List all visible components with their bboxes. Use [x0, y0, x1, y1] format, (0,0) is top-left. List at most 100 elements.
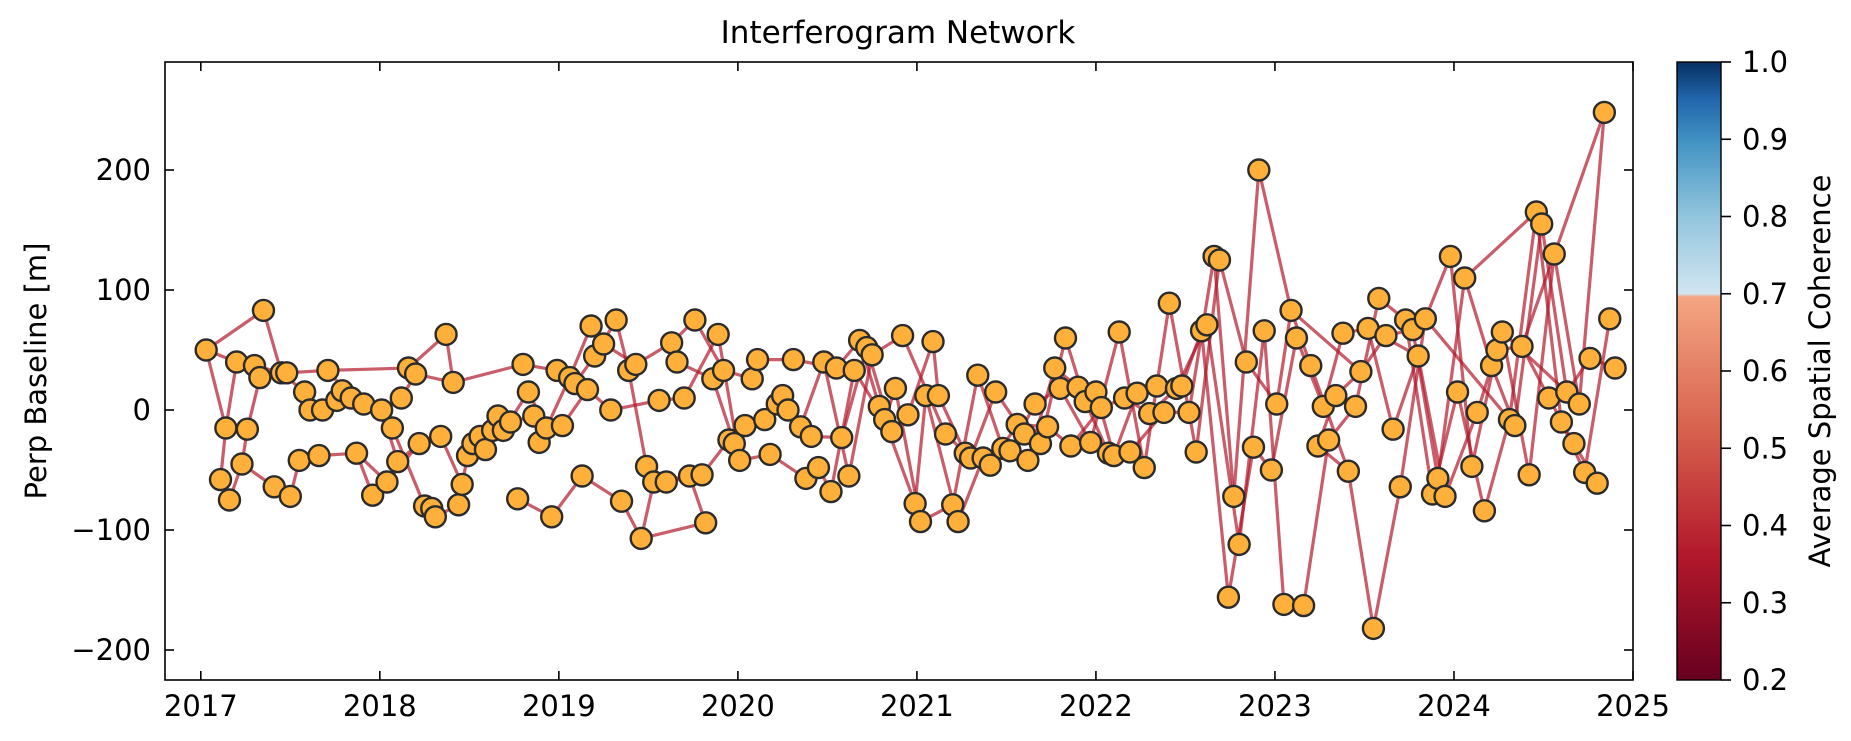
acquisition-point	[1078, 430, 1103, 455]
y-axis: −200 −100 0 100 200	[71, 153, 1633, 667]
acquisition-point	[511, 352, 535, 377]
network-edge	[1398, 317, 1427, 489]
acquisition-point	[1241, 435, 1266, 459]
acquisition-point	[516, 380, 541, 404]
network-edge	[627, 368, 649, 468]
acquisition-point	[316, 358, 340, 383]
acquisition-point	[860, 343, 884, 367]
acquisition-point	[1406, 344, 1430, 368]
acquisition-point	[1259, 458, 1284, 482]
network-edge	[1371, 485, 1402, 631]
acquisition-point	[665, 350, 689, 374]
acquisition-point	[275, 361, 299, 385]
acquisition-point	[1247, 158, 1271, 182]
acquisition-point	[251, 298, 276, 323]
acquisition-point	[1361, 616, 1386, 641]
acquisition-point	[570, 464, 594, 488]
acquisition-point	[1107, 320, 1131, 344]
acquisition-point	[604, 308, 628, 332]
acquisition-point	[727, 448, 752, 473]
acquisition-point	[498, 410, 523, 434]
acquisition-point	[683, 308, 707, 332]
x-tick-label: 2017	[164, 689, 238, 723]
acquisition-point	[1324, 383, 1348, 408]
acquisition-point	[235, 417, 260, 441]
network-edge	[847, 353, 874, 478]
acquisition-point	[776, 398, 800, 422]
acquisition-point	[1465, 400, 1489, 425]
acquisition-point	[1043, 356, 1067, 380]
acquisition-point	[1374, 323, 1398, 348]
acquisition-point	[1433, 484, 1457, 509]
y-axis-label: Perp Baseline [m]	[19, 243, 53, 500]
y-tick-label: −100	[71, 513, 151, 547]
acquisition-point	[1517, 463, 1541, 487]
network-edge	[1583, 317, 1612, 474]
acquisition-point	[505, 487, 530, 511]
acquisition-point	[1472, 499, 1497, 523]
acquisition-point	[629, 526, 653, 551]
acquisition-point	[307, 443, 331, 468]
acquisition-point	[1252, 319, 1276, 343]
acquisition-point	[1567, 392, 1591, 416]
acquisition-point	[781, 347, 806, 372]
acquisition-point	[1585, 471, 1609, 495]
acquisition-point	[1053, 326, 1078, 350]
acquisition-point	[1089, 395, 1113, 420]
acquisition-point	[978, 453, 1003, 477]
acquisition-point	[690, 463, 714, 487]
acquisition-point	[1279, 298, 1303, 323]
x-tick-label: 2022	[1059, 689, 1133, 723]
acquisition-point	[1331, 321, 1355, 345]
acquisition-point	[550, 413, 575, 438]
network-edge	[822, 360, 851, 478]
acquisition-point	[740, 367, 764, 391]
acquisition-point	[278, 484, 303, 509]
acquisition-point	[217, 488, 242, 512]
acquisition-point	[1195, 313, 1219, 337]
acquisition-point	[1132, 455, 1156, 480]
acquisition-point	[1381, 417, 1405, 441]
colorbar	[1676, 61, 1722, 681]
acquisition-point	[1118, 440, 1142, 464]
acquisition-point	[1603, 356, 1627, 380]
acquisition-point	[1542, 242, 1566, 266]
acquisition-point	[647, 388, 671, 413]
acquisition-point	[423, 505, 448, 529]
acquisition-point	[1059, 434, 1083, 458]
acquisition-point	[733, 413, 757, 438]
network-edge	[976, 373, 1005, 450]
acquisition-point	[1227, 532, 1251, 557]
acquisition-point	[539, 505, 564, 529]
network-edge	[1443, 410, 1479, 498]
acquisition-point	[287, 448, 311, 473]
acquisition-point	[1216, 585, 1241, 609]
network-edge	[913, 394, 928, 506]
colorbar-tick-label: 0.3	[1742, 586, 1788, 620]
acquisition-point	[998, 439, 1022, 463]
acquisition-point	[1349, 359, 1373, 384]
acquisition-point	[1291, 593, 1316, 618]
acquisition-point	[819, 479, 843, 504]
network-edge	[682, 332, 720, 400]
acquisition-point	[194, 338, 218, 362]
acquisition-point	[1343, 394, 1368, 419]
acquisition-point	[890, 323, 915, 348]
acquisition-point	[1503, 413, 1527, 438]
acquisition-point	[1234, 350, 1259, 374]
network-edge	[204, 348, 228, 430]
network-edge	[1212, 254, 1236, 498]
network-edge	[1346, 469, 1376, 631]
acquisition-point	[1578, 346, 1602, 371]
acquisition-point	[966, 363, 990, 387]
network-edge	[1309, 364, 1350, 473]
acquisition-point	[344, 441, 369, 465]
acquisition-point	[1388, 475, 1412, 499]
acquisition-point	[375, 470, 399, 494]
acquisition-point	[1265, 392, 1289, 416]
network-edge	[1275, 308, 1293, 406]
colorbar-tick-label: 0.6	[1742, 354, 1788, 388]
acquisition-point	[1510, 334, 1534, 359]
network-edge	[1257, 168, 1293, 312]
colorbar-tick-label: 0.2	[1742, 663, 1788, 697]
